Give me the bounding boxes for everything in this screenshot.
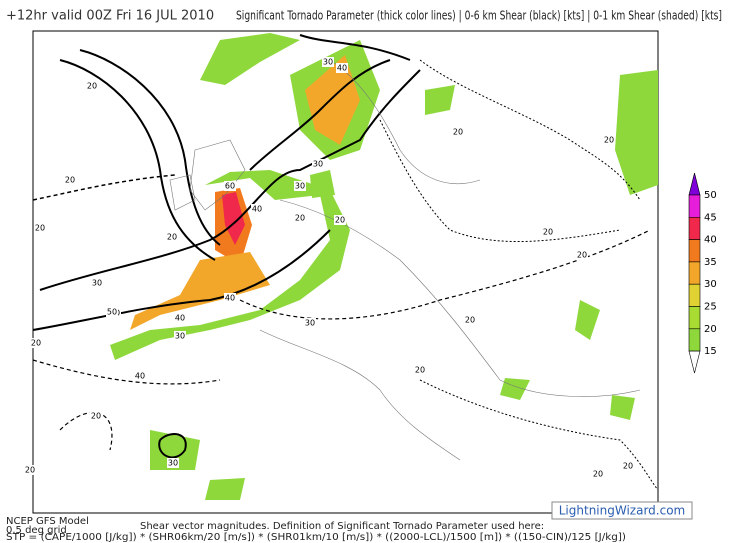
contour-label-bg xyxy=(542,227,554,237)
contour-label-bg xyxy=(34,223,46,233)
contour-label-bg xyxy=(224,181,236,191)
contour-label: 30 xyxy=(323,58,333,67)
contour-label: 20 xyxy=(65,176,75,185)
contour-label: 20 xyxy=(453,128,463,137)
contour-label: 30 xyxy=(175,332,185,341)
contour-label: 20 xyxy=(91,412,101,421)
grid: 0.5 deg grid xyxy=(6,525,67,536)
model: NCEP GFS Model xyxy=(6,516,89,527)
contour-label-bg xyxy=(294,213,306,223)
contour-label-bg xyxy=(464,315,476,325)
colorbar-segment xyxy=(688,283,701,307)
colorbar-segment xyxy=(688,194,701,218)
contour-label: 40 xyxy=(337,64,347,73)
contour-label: 30 xyxy=(295,182,305,191)
contour-label: 30 xyxy=(168,459,178,468)
contour-label: 50 xyxy=(107,308,117,317)
colorbar-label: 50 xyxy=(704,190,717,201)
description: Significant Tornado Parameter (thick col… xyxy=(236,9,722,23)
contour-label-bg xyxy=(334,215,346,225)
watermark-box xyxy=(551,501,693,520)
contour-label-bg xyxy=(90,411,102,421)
contour-label: 30 xyxy=(305,319,315,328)
colorbar-bottom xyxy=(688,350,701,374)
colorbar: 50 45 40 35 30 25 20 15 xyxy=(688,172,717,374)
contour-label-bg xyxy=(322,57,334,67)
contour-label: 20 xyxy=(604,136,614,145)
note: Shear vector magnitudes. Definition of S… xyxy=(140,521,544,532)
contour-label-bg xyxy=(24,465,36,475)
contour-label: 40 xyxy=(135,372,145,381)
colorbar-segment xyxy=(688,306,701,330)
contour-label: 60 xyxy=(225,182,235,191)
contour-label-bg xyxy=(304,318,316,328)
contour-label: 20 xyxy=(87,82,97,91)
contour-label-bg xyxy=(336,63,348,73)
colorbar-top xyxy=(688,172,701,196)
contour-label: 20 xyxy=(415,366,425,375)
contour-label-bg xyxy=(106,307,118,317)
contour-label-bg xyxy=(166,232,178,242)
contour-label: 20 xyxy=(623,462,633,471)
contour-label-bg xyxy=(174,313,186,323)
contour-label: 40 xyxy=(225,294,235,303)
contour-label: 20 xyxy=(35,224,45,233)
contour-label: 20 xyxy=(543,228,553,237)
contour-label-bg xyxy=(134,371,146,381)
contour-label: 40 xyxy=(252,205,262,214)
colorbar-segment xyxy=(688,239,701,263)
contour-labels: 3040502020204030604020303040203050302040… xyxy=(24,57,634,479)
shear-contours xyxy=(32,34,659,491)
contour-label-bg xyxy=(224,293,236,303)
contour-label-bg xyxy=(174,331,186,341)
contour-label: 20 xyxy=(167,233,177,242)
contour-label-bg xyxy=(622,461,634,471)
colorbar-label: 20 xyxy=(704,324,717,335)
contour-label-bg xyxy=(414,365,426,375)
contour-label-bg xyxy=(251,204,263,214)
contour-label-bg xyxy=(603,135,615,145)
colorbar-label: 30 xyxy=(704,279,717,290)
colorbar-label: 35 xyxy=(704,257,717,268)
contour-label-bg xyxy=(167,458,179,468)
colorbar-segment xyxy=(688,217,701,240)
colorbar-label: 25 xyxy=(704,302,717,313)
contour-label-bg xyxy=(30,338,42,348)
contour-label-bg xyxy=(86,81,98,91)
contour-label-bg xyxy=(64,175,76,185)
contour-label-bg xyxy=(592,469,604,479)
contour-label-bg xyxy=(452,127,464,137)
contour-label: 20 xyxy=(335,216,345,225)
formula: STP = (CAPE/1000 [J/kg]) * (SHR06km/20 [… xyxy=(6,532,626,543)
valid-time: +12hr valid 00Z Fri 16 JUL 2010 xyxy=(6,9,214,24)
contour-label: 20 xyxy=(465,316,475,325)
contour-label: 30 xyxy=(313,160,323,169)
contour-label-bg xyxy=(312,159,324,169)
colorbar-label: 40 xyxy=(704,235,717,246)
contour-label: 40 xyxy=(175,314,185,323)
contour-label: 30 xyxy=(92,279,102,288)
contour-label: 20 xyxy=(593,470,603,479)
contour-label: 20 xyxy=(577,251,587,260)
watermark: LightningWizard.com xyxy=(559,504,685,518)
contour-label-bg xyxy=(91,278,103,288)
colorbar-segment xyxy=(688,328,701,352)
contour-label: 20 xyxy=(31,339,41,348)
colorbar-label: 45 xyxy=(704,212,717,223)
contour-label: 20 xyxy=(295,214,305,223)
colorbar-segment xyxy=(688,261,701,285)
contour-label: 20 xyxy=(25,466,35,475)
contour-label-bg xyxy=(294,181,306,191)
contour-label-bg xyxy=(576,250,588,260)
colorbar-label: 15 xyxy=(704,346,717,357)
shading xyxy=(110,33,658,500)
